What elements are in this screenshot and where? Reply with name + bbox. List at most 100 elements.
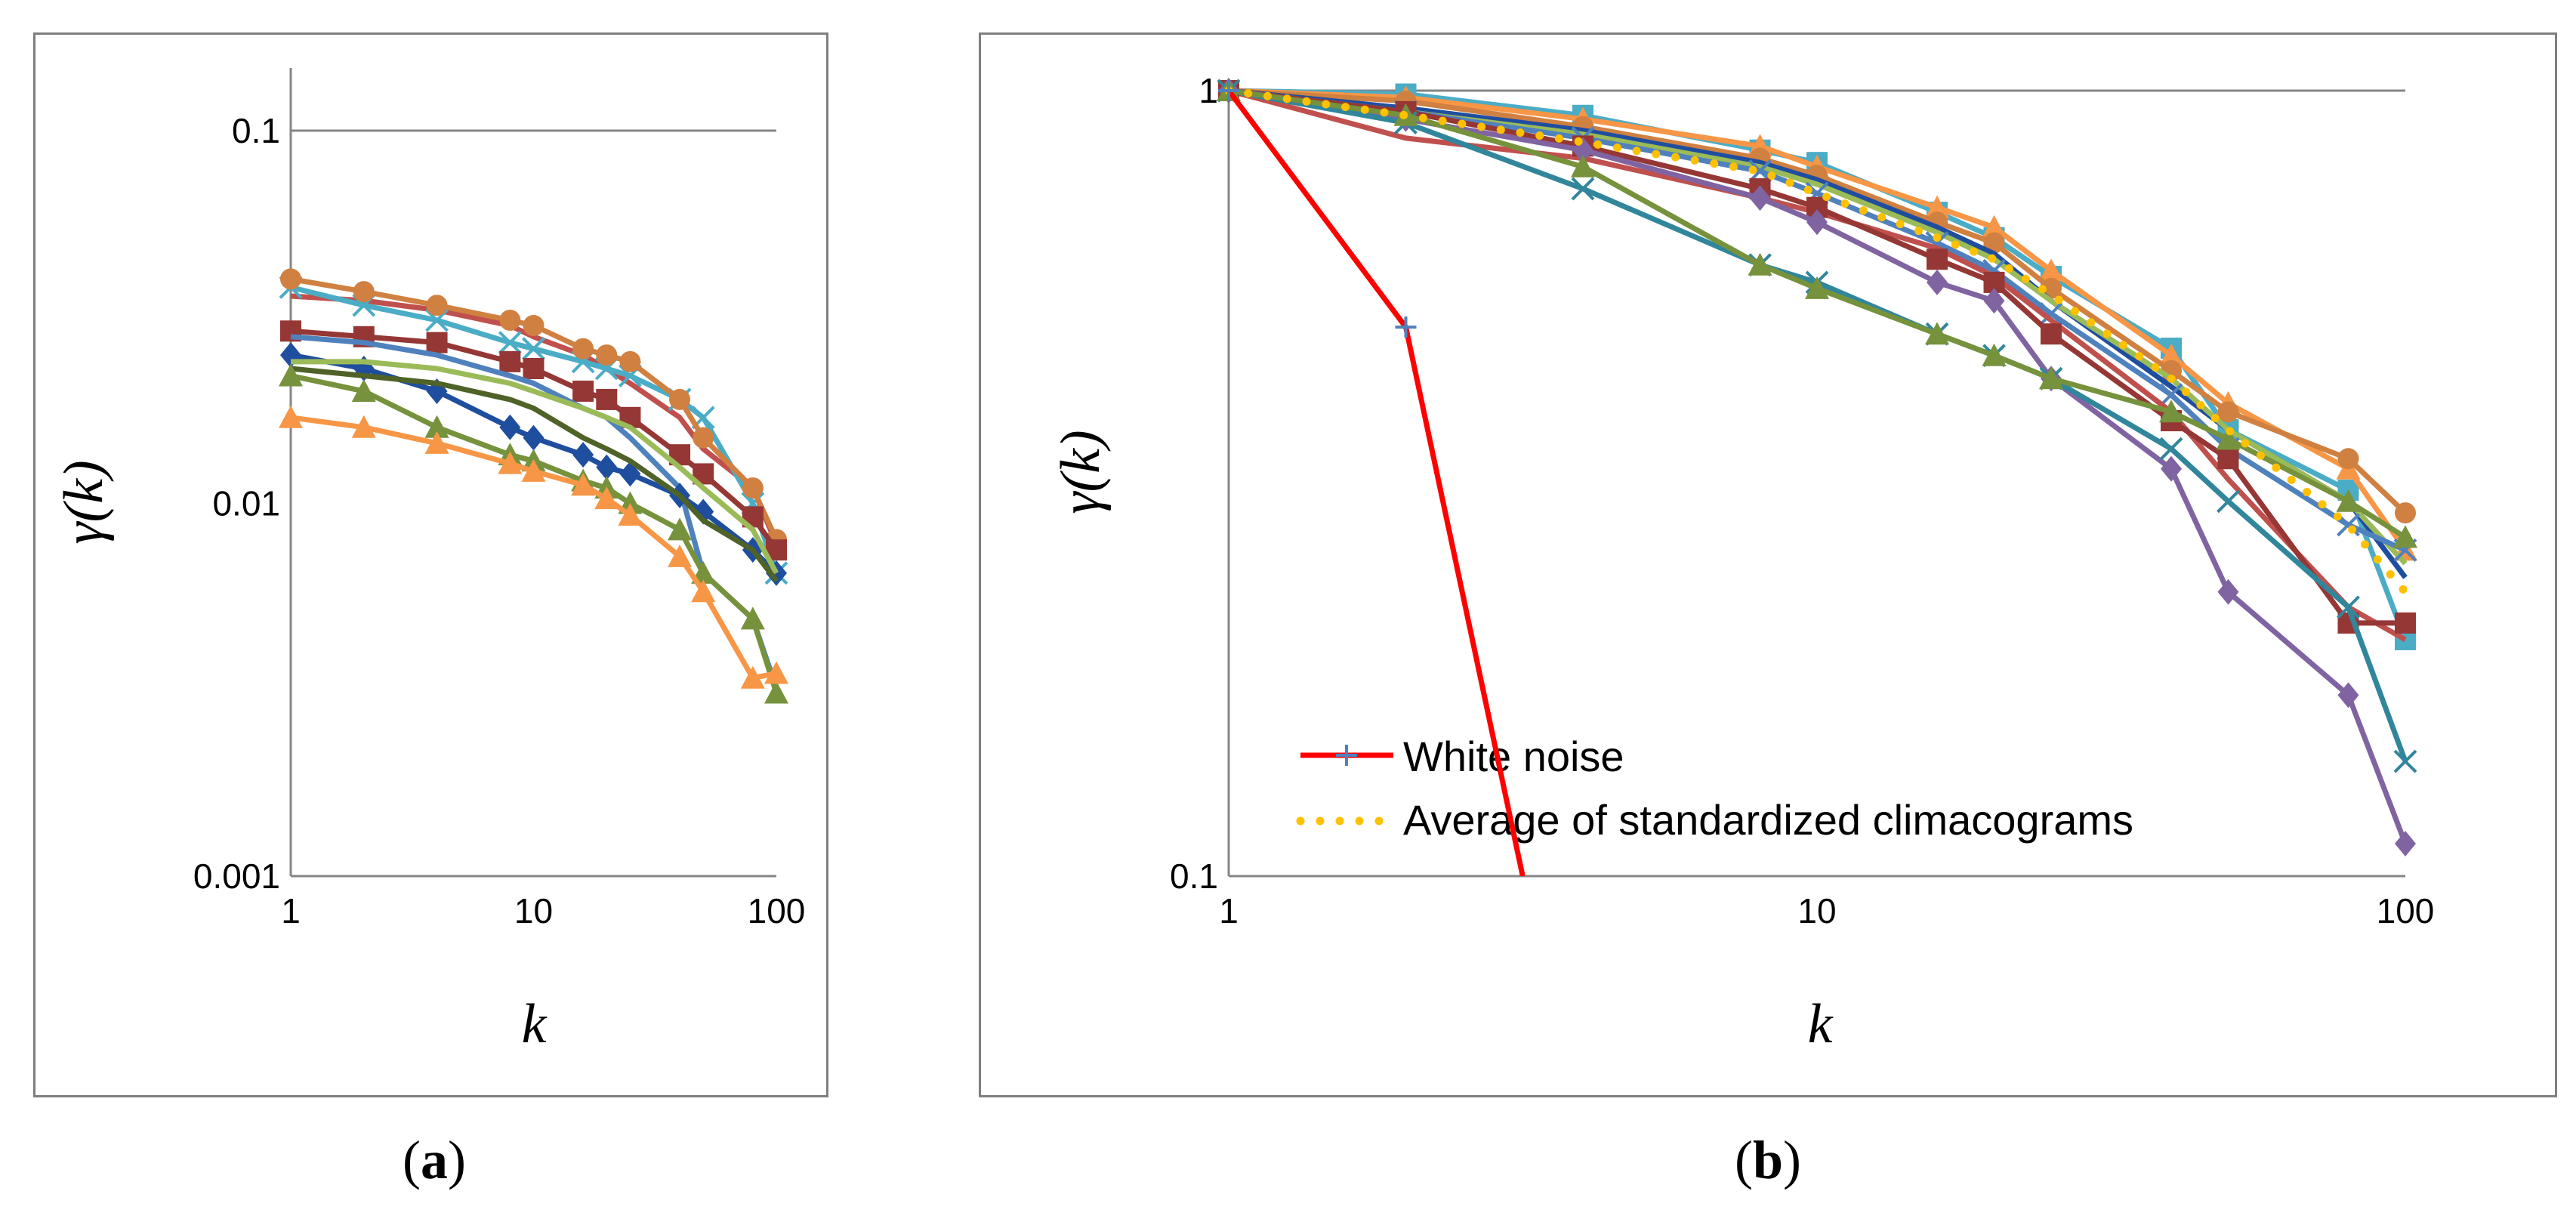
panel-b-series-line-s6 <box>1228 88 2407 553</box>
panel-b-series-point-s9 <box>2161 455 2183 482</box>
panel-a-series-point-s2 <box>522 337 545 361</box>
panel-b-series-point-s8 <box>2040 323 2062 345</box>
panel-b-y-tick-label: 1 <box>1199 71 1218 110</box>
panel-b-average-line <box>1224 86 2410 597</box>
panel-b-x-tick-label: 10 <box>1797 891 1836 930</box>
panel-a-y-tick-label: 0.001 <box>193 856 280 896</box>
panel-a-series-line-s6 <box>290 352 779 576</box>
panel-b-series-point-s2 <box>2038 258 2063 282</box>
panel-a-series-point-s10 <box>498 451 523 474</box>
panel-a-series-point-s10 <box>424 431 449 454</box>
panel-b-series-point-s11 <box>1571 154 1596 177</box>
panel-a-x-tick-label: 10 <box>514 891 553 930</box>
panel-a-series-point-s9 <box>764 680 788 704</box>
caption-b-letter: b <box>1752 1130 1784 1190</box>
panel-b-series-point-s3 <box>2217 401 2239 423</box>
panel-a-series-point-s6 <box>499 414 521 440</box>
panel-a-series-point-s10 <box>691 579 716 603</box>
panel-b-series-point-s8 <box>2217 448 2239 470</box>
panel-a-y-tick-label: 0.1 <box>232 111 280 150</box>
panel-a-series-point-s10 <box>618 503 643 526</box>
panel-b-series-point-s10 <box>2217 489 2240 514</box>
panel-a-series-point-s10 <box>521 458 546 482</box>
panel-a-series-point-s6 <box>596 454 618 480</box>
panel-a-series-point-s10 <box>594 486 619 510</box>
panel-b-series-line-s8 <box>1228 88 2405 626</box>
panel-b-series-point-s6 <box>1748 159 1772 183</box>
panel-a-series-point-s4 <box>426 332 448 353</box>
panel-a-series-point-s3 <box>353 281 375 303</box>
panel-b-series-point-s3 <box>2395 502 2416 524</box>
caption-b-open: ( <box>1735 1130 1753 1190</box>
panel-a-series-line-s1 <box>290 293 779 545</box>
panel-b-series-point-s11 <box>1748 252 1772 276</box>
panel-b-series-point-s9 <box>1806 209 1828 236</box>
panel-a-series-point-s9 <box>668 517 693 541</box>
panel-b-series-point-s9 <box>1983 288 2005 314</box>
panel-a-series-point-s9 <box>740 606 765 630</box>
panel-b-series-point-s10 <box>2393 749 2417 773</box>
panel-b-series-line-s3 <box>1228 88 2408 515</box>
panel-b-series-point-s10 <box>1571 177 1595 201</box>
panel-b-ylabel: γ(k) <box>1050 430 1112 514</box>
panel-b-series-point-s11 <box>2393 525 2417 548</box>
panel-a-series-point-s3 <box>596 344 618 366</box>
panel-b-xlabel: k <box>1808 993 1834 1055</box>
panel-b-series-point-s11 <box>2038 366 2063 390</box>
panel-a-series-line-s8 <box>290 366 779 583</box>
panel-b-frame <box>979 32 2557 1097</box>
panel-b-series-point-s2 <box>1982 214 2007 238</box>
panel-a-series-point-s10 <box>740 665 765 689</box>
panel-b-white-noise-point <box>1218 80 1239 101</box>
panel-b-series-point-s6 <box>2159 383 2183 407</box>
panel-b-y-tick-label: 0.1 <box>1170 856 1218 896</box>
panel-a-series-point-s10 <box>279 405 303 428</box>
panel-a-series-point-s3 <box>499 310 521 332</box>
panel-b-series-point-s10 <box>2337 595 2360 619</box>
panel-a-x-tick-label: 100 <box>748 891 806 930</box>
panel-b-series-point-s9 <box>2217 579 2239 605</box>
caption-a-open: ( <box>403 1130 421 1190</box>
panel-a-series-point-s9 <box>279 363 303 387</box>
panel-a-series-line-s3 <box>290 276 779 541</box>
panel-a-series-line-s7 <box>291 359 779 575</box>
panel-a-series-point-s4 <box>596 388 618 410</box>
caption-a-letter: a <box>420 1130 448 1190</box>
panel-b-series-line-s7 <box>1228 88 2407 642</box>
panel-a-xlabel: k <box>522 993 548 1055</box>
panel-a-series-point-s4 <box>523 357 545 379</box>
panel-a-series-point-s3 <box>742 477 764 499</box>
panel-a-ylabel: γ(k) <box>53 460 115 544</box>
panel-a-series-point-s3 <box>619 350 641 372</box>
panel-a-series-point-s3 <box>669 388 691 410</box>
panel-a-series-point-s9 <box>351 378 376 402</box>
panel-a-series-point-s6 <box>523 424 545 451</box>
panel-b-series-point-s9 <box>2337 682 2359 708</box>
panel-a-series-point-s10 <box>668 544 693 567</box>
caption-a-close: ) <box>447 1130 466 1190</box>
caption-b: (b) <box>1735 1129 1801 1192</box>
panel-a-series-point-s2 <box>498 331 522 355</box>
panel-b-series-point-s9 <box>1927 269 1948 295</box>
panel-a-series-point-s3 <box>523 315 545 337</box>
panel-b-series-point-s11 <box>1805 276 1829 299</box>
legend-white-noise-label: White noise <box>1403 733 1624 780</box>
legend-white-noise-marker <box>1336 745 1357 766</box>
panel-b-series-point-s3 <box>2337 448 2359 470</box>
panel-b-series-point-s9 <box>2395 830 2416 856</box>
panel-a-series-point-s3 <box>426 295 448 316</box>
panel-a-series-point-s2 <box>425 308 449 332</box>
panel-a-series-point-s3 <box>572 338 594 360</box>
panel-b-x-tick-label: 1 <box>1219 891 1239 930</box>
panel-b-series-point-s9 <box>1749 185 1771 211</box>
panel-a-series-point-s10 <box>351 415 376 438</box>
panel-b-series-line-s11 <box>1228 88 2407 540</box>
panel-a-series-point-s10 <box>764 661 788 684</box>
panel-b-series-point-s2 <box>2159 343 2184 366</box>
panel-a-series-point-s3 <box>280 268 301 290</box>
panel-b-series-point-s8 <box>2395 612 2416 634</box>
panel-a-series-point-s3 <box>693 427 714 449</box>
panel-b-series-point-s11 <box>2336 489 2361 512</box>
panel-a-series-point-s4 <box>572 380 594 402</box>
